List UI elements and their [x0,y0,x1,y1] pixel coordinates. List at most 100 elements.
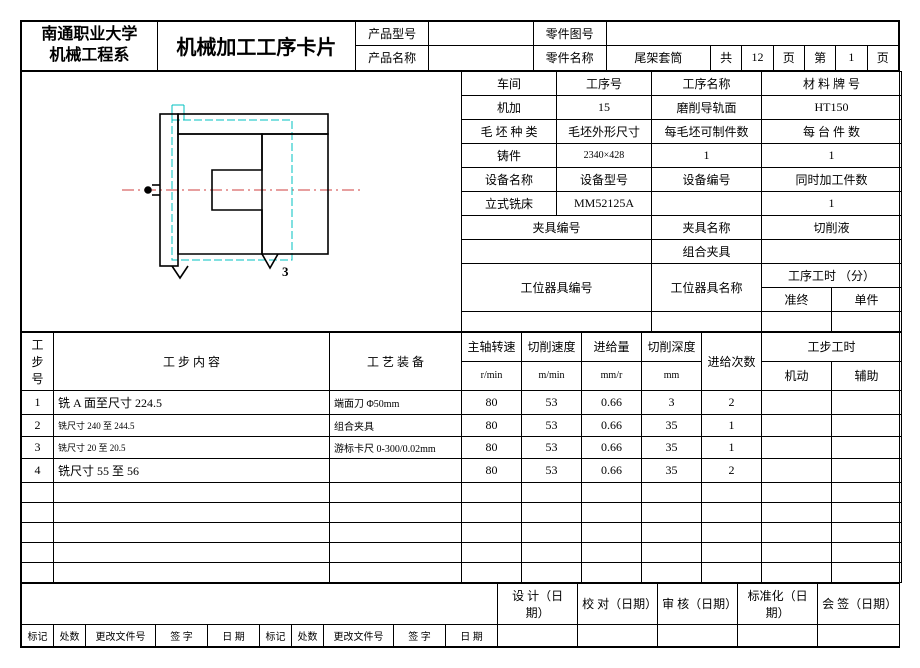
cell-step-no: 1 [22,390,54,414]
station-name [652,311,762,331]
step-table: 工步号 工 步 内 容 工 艺 装 备 主轴转速 切削速度 进给量 切削深度 进… [21,332,902,583]
simul-label: 同时加工件数 [762,167,902,191]
cell-value [832,542,902,562]
cell-content [54,522,330,542]
process-card-sheet: 南通职业大学 机械工程系 机械加工工序卡片 产品型号 零件图号 产品名称 零件名… [20,20,900,648]
footer-check: 校 对（日期） [578,583,658,624]
footer-check-val [578,624,658,646]
col-feed-count: 进给次数 [702,332,762,390]
blank-type-label: 毛 坯 种 类 [462,119,557,143]
col-spindle-u: r/min [462,361,522,390]
equip-model-label: 设备型号 [557,167,652,191]
cell-content: 铣尺寸 55 至 56 [54,458,330,482]
part-name: 尾架套筒 [606,46,710,70]
cell-value [522,562,582,582]
cell-value [462,562,522,582]
station-no [462,311,652,331]
table-row: 3铣尺寸 20 至 20.5游标卡尺 0-300/0.02mm80530.663… [22,436,902,458]
page-total: 12 [742,46,773,70]
footer-design: 设 计（日 期） [498,583,578,624]
cell-value: 1 [702,436,762,458]
col-spindle: 主轴转速 [462,332,522,361]
page-no-prefix: 第 [804,46,835,70]
blank-dim: 2340×428 [557,143,652,167]
cell-step-no: 4 [22,458,54,482]
cell-value [832,414,902,436]
cell-value: 80 [462,458,522,482]
cell-content [54,502,330,522]
blank-count-label: 每毛坯可制件数 [652,119,762,143]
cell-value [702,482,762,502]
cell-equip [330,458,462,482]
cell-value [832,502,902,522]
fixture-name: 组合夹具 [652,239,762,263]
cell-equip [330,562,462,582]
cell-content [54,542,330,562]
drawing-label-3: 3 [282,264,289,279]
product-model-label: 产品型号 [356,22,429,46]
material-label: 材 料 牌 号 [762,71,902,95]
page-total-prefix: 共 [711,46,742,70]
cell-step-no: 3 [22,436,54,458]
material: HT150 [762,95,902,119]
equip-no [652,191,762,215]
cell-value: 80 [462,414,522,436]
cell-value: 2 [702,458,762,482]
part-drawing: 3 [112,90,372,280]
org-line2: 机械工程系 [26,46,153,67]
card-title: 机械加工工序卡片 [157,22,355,71]
cell-value: 3 [642,390,702,414]
cell-step-no [22,542,54,562]
time-label: 工序工时 （分） [762,263,902,287]
cell-value: 53 [522,414,582,436]
cell-value: 53 [522,458,582,482]
page-no-suffix: 页 [867,46,898,70]
operation-no: 15 [557,95,652,119]
cell-value: 53 [522,390,582,414]
cell-value: 35 [642,436,702,458]
station-name-label: 工位器具名称 [652,263,762,311]
cell-step-no [22,522,54,542]
time-unit-label: 单件 [832,287,902,311]
col-step-no: 工步号 [22,332,54,390]
col-step-content: 工 步 内 容 [54,332,330,390]
cell-value [462,502,522,522]
footer-date-1: 日 期 [208,624,260,646]
cell-value [702,562,762,582]
cell-value [582,522,642,542]
footer-review: 审 核（日期） [658,583,738,624]
cell-value [762,502,832,522]
footer-table: 设 计（日 期） 校 对（日期） 审 核（日期） 标准化（日期） 会 签（日期）… [21,583,900,647]
cell-value [522,542,582,562]
cell-value [702,522,762,542]
col-depth: 切削深度 [642,332,702,361]
cell-step-no [22,502,54,522]
col-machine: 机动 [762,361,832,390]
station-no-label: 工位器具编号 [462,263,652,311]
footer-sign-val [818,624,900,646]
fixture-name-label: 夹具名称 [652,215,762,239]
blank-count: 1 [652,143,762,167]
cell-content [54,562,330,582]
cell-value [762,562,832,582]
cell-value: 1 [702,414,762,436]
per-unit-label: 每 台 件 数 [762,119,902,143]
cell-content: 铣尺寸 240 至 244.5 [54,414,330,436]
cell-value [762,390,832,414]
cell-value [762,436,832,458]
cell-equip [330,542,462,562]
cell-value [832,522,902,542]
cell-value [762,542,832,562]
coolant-label: 切削液 [762,215,902,239]
table-row: 2铣尺寸 240 至 244.5组合夹具80530.66351 [22,414,902,436]
footer-standard: 标准化（日期） [738,583,818,624]
fixture-no [462,239,652,263]
time-unit [832,311,902,331]
cell-value [832,436,902,458]
table-row [22,502,902,522]
cell-value: 2 [702,390,762,414]
cell-step-no [22,482,54,502]
coolant [762,239,902,263]
cell-equip [330,502,462,522]
table-row [22,562,902,582]
